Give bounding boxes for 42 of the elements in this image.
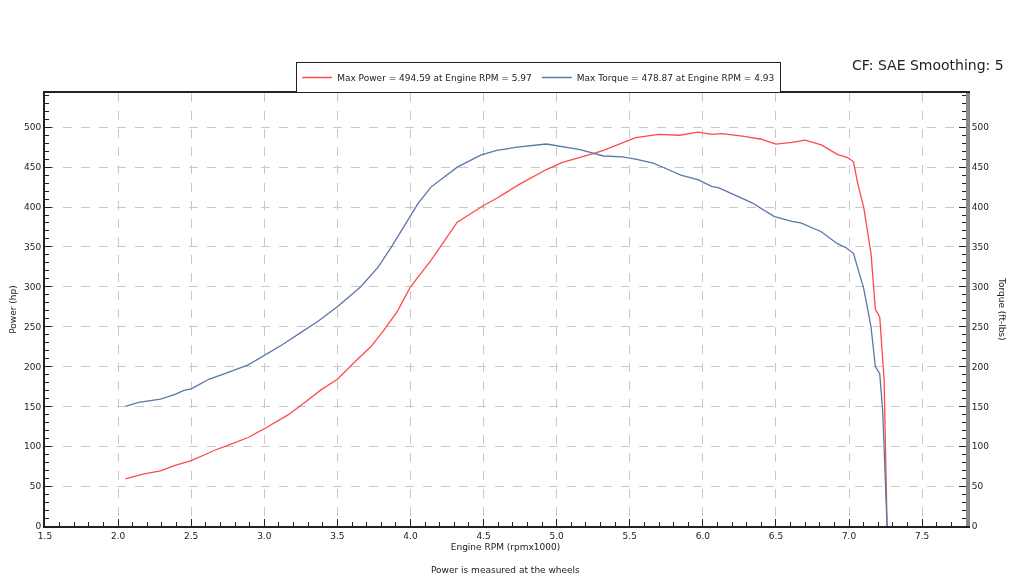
x-tick-label: 4.5 [476,530,491,541]
x-tick-label: 3.0 [257,530,272,541]
x-tick-label: 2.0 [110,530,126,541]
y2-tick-label: 150 [971,401,990,412]
x-tick-label: 5.5 [622,530,637,541]
y-tick-label: 300 [24,281,42,292]
x-tick-label: 2.5 [184,530,199,541]
y2-tick-label: 450 [971,162,990,173]
y-tick-label: 0 [35,521,42,532]
x-tick-label: 5.0 [549,530,565,541]
y-tick-label: 250 [24,321,42,332]
y2-axis-title: Torque (ft-lbs) [996,277,1007,341]
y-axis-title: Power (hp) [7,285,18,334]
y2-tick-label: 50 [971,481,984,492]
y-tick-label: 200 [24,361,42,372]
y-tick-label: 450 [24,162,42,173]
legend-label: Max Power = 494.59 at Engine RPM = 5.97 [337,73,532,84]
y2-tick-label: 100 [971,441,990,452]
y2-tick-label: 400 [971,202,990,213]
y-tick-label: 500 [24,122,42,133]
y2-tick-label: 350 [971,242,990,253]
y2-tick-label: 200 [971,361,990,372]
x-tick-label: 6.0 [695,530,711,541]
legend-label: Max Torque = 478.87 at Engine RPM = 4.93 [576,73,775,84]
y2-tick-label: 0 [971,521,978,532]
x-tick-label: 4.0 [403,530,418,541]
x-tick-label: 7.5 [914,530,930,541]
x-tick-label: 6.5 [768,530,784,541]
y2-tick-label: 250 [971,321,990,332]
chart-subtitle: CF: SAE Smoothing: 5 [852,57,1004,73]
x-axis-title: Engine RPM (rpmx1000) [450,542,561,553]
y-tick-label: 50 [29,481,42,492]
y-tick-label: 150 [24,401,42,412]
y2-tick-label: 500 [971,122,990,133]
x-tick-label: 3.5 [330,530,345,541]
x-tick-label: 7.0 [841,530,857,541]
y-tick-label: 350 [24,242,42,253]
y-tick-label: 100 [24,441,42,452]
y-tick-label: 400 [24,202,42,213]
x-tick-label: 1.5 [37,530,53,541]
y2-tick-label: 300 [971,281,990,292]
text: Power is measured at the wheels [431,565,581,575]
